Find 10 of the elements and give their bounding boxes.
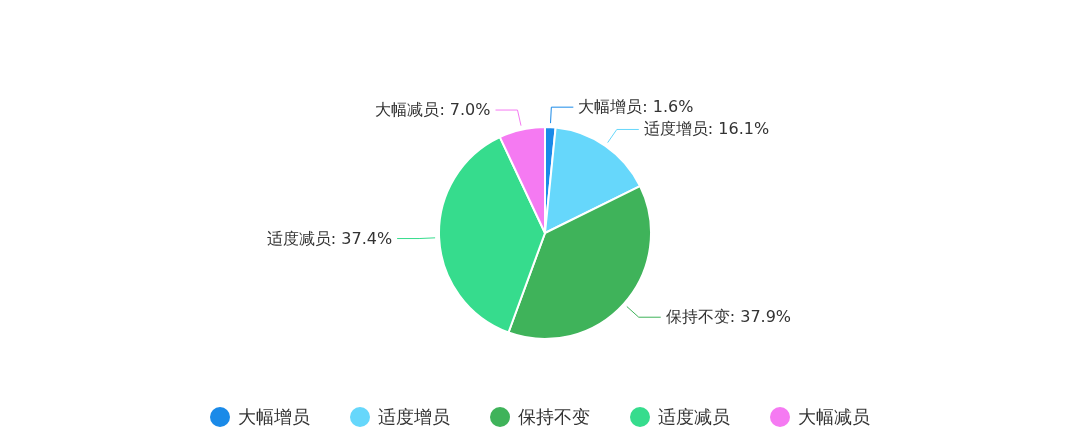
legend-label: 大幅增员 xyxy=(238,405,310,429)
legend-label: 保持不变 xyxy=(518,405,590,429)
data-label: 保持不变: 37.9% xyxy=(665,307,792,327)
data-label: 大幅减员: 7.0% xyxy=(375,100,491,120)
data-label: 适度增员: 16.1% xyxy=(643,119,770,139)
legend-label: 适度减员 xyxy=(658,405,730,429)
data-label: 大幅增员: 1.6% xyxy=(578,97,694,117)
data-label: 适度减员: 37.4% xyxy=(266,228,393,248)
legend-label: 适度增员 xyxy=(378,405,450,429)
legend-label: 大幅减员 xyxy=(798,405,870,429)
